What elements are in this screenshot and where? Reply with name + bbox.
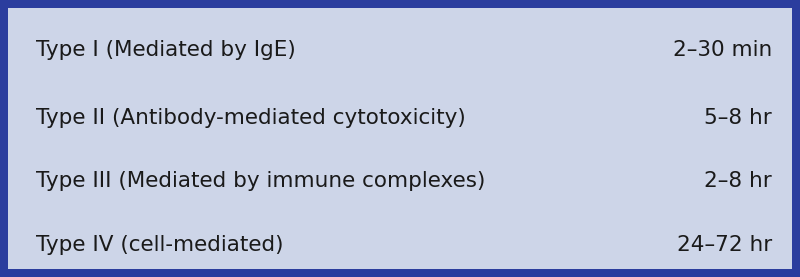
Text: 24–72 hr: 24–72 hr [677, 235, 772, 255]
Text: 2–30 min: 2–30 min [673, 40, 772, 60]
Text: Type IV (cell-mediated): Type IV (cell-mediated) [36, 235, 283, 255]
Text: Type III (Mediated by immune complexes): Type III (Mediated by immune complexes) [36, 171, 486, 191]
Text: 5–8 hr: 5–8 hr [704, 108, 772, 128]
Text: Type I (Mediated by IgE): Type I (Mediated by IgE) [36, 40, 296, 60]
Text: Type II (Antibody-mediated cytotoxicity): Type II (Antibody-mediated cytotoxicity) [36, 108, 466, 128]
Text: 2–8 hr: 2–8 hr [704, 171, 772, 191]
